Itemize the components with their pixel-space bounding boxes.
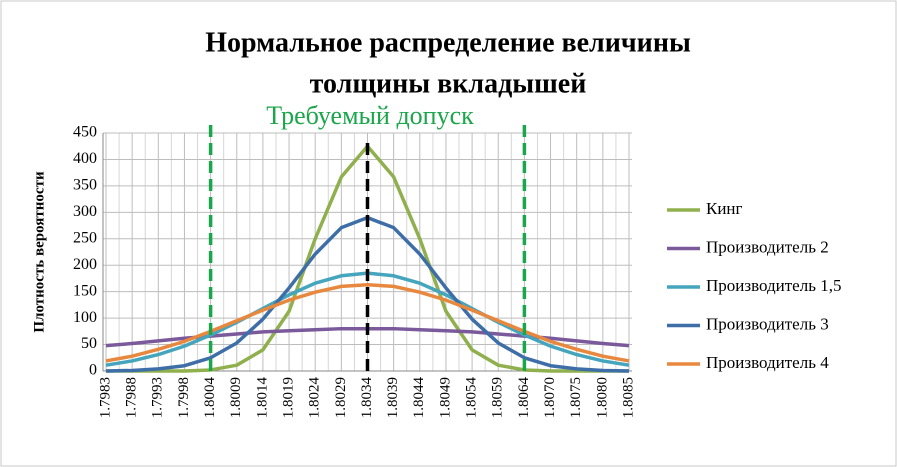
y-tick-label: 400 [73, 150, 97, 167]
y-tick-label: 150 [73, 282, 97, 299]
legend-label: Производитель 1,5 [706, 276, 841, 295]
series-line [105, 283, 630, 363]
x-tick-label: 1.8039 [385, 377, 401, 418]
y-tick-label: 450 [73, 124, 97, 141]
y-tick-label: 100 [73, 309, 97, 326]
x-tick-label: 1.8075 [568, 377, 584, 418]
y-axis-label: Плотность вероятности [31, 171, 47, 333]
x-tick-label: 1.8059 [490, 377, 506, 418]
x-tick-label: 1.8064 [516, 377, 532, 419]
legend-label: Производитель 4 [706, 353, 829, 372]
x-tick-label: 1.8054 [464, 377, 480, 419]
legend-label: Производитель 2 [706, 237, 829, 256]
x-tick-label: 1.8044 [411, 377, 427, 419]
y-tick-label: 250 [73, 229, 97, 246]
x-tick-label: 1.7988 [124, 377, 140, 418]
x-tick-label: 1.8009 [228, 377, 244, 418]
x-tick-label: 1.8004 [202, 377, 218, 419]
y-tick-label: 0 [89, 362, 97, 379]
x-tick-label: 1.8034 [359, 377, 375, 419]
legend-label: Производитель 3 [706, 314, 829, 333]
chart-subtitle: толщины вкладышей [310, 68, 587, 99]
x-tick-label: 1.8014 [254, 377, 270, 419]
x-tick-label: 1.8049 [437, 377, 453, 418]
y-tick-label: 350 [73, 177, 97, 194]
x-tick-label: 1.7993 [150, 377, 166, 418]
x-tick-label: 1.8029 [333, 377, 349, 418]
x-tick-label: 1.7998 [176, 377, 192, 418]
x-tick-label: 1.7983 [97, 377, 113, 418]
annotation: Требуемый допуск [266, 101, 474, 130]
y-tick-label: 50 [81, 335, 97, 352]
x-tick-label: 1.8019 [280, 377, 296, 418]
y-tick-label: 300 [73, 203, 97, 220]
legend-label: Кинг [706, 199, 743, 218]
chart-title: Нормальное распределение величины [205, 27, 691, 58]
x-tick-label: 1.8080 [594, 377, 610, 418]
x-tick-label: 1.8070 [542, 377, 558, 418]
y-tick-label: 200 [73, 256, 97, 273]
x-tick-label: 1.8085 [620, 377, 636, 418]
x-tick-label: 1.8024 [307, 377, 323, 419]
